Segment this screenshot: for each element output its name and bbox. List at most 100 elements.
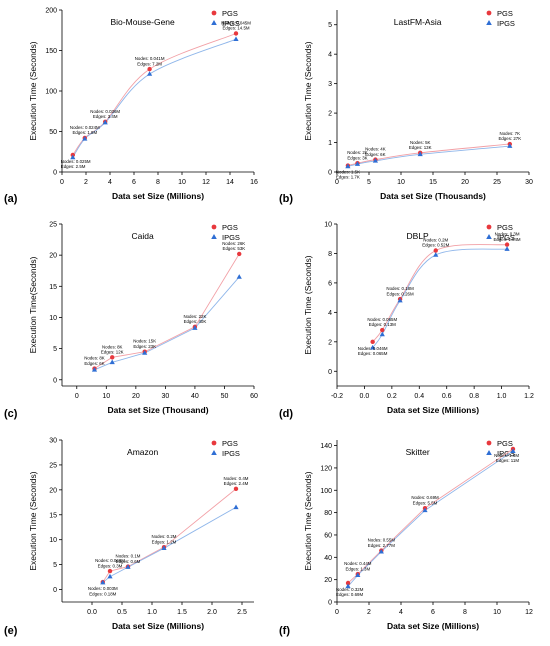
y-axis-label: Execution Time (Seconds) — [303, 471, 313, 570]
data-annotation: Nodes: 0.066M — [95, 558, 125, 563]
legend-marker-triangle — [486, 234, 492, 239]
data-point-pgs — [237, 251, 242, 257]
data-annotation: Nodes: 2K — [347, 150, 368, 155]
x-tick-label: 0.6 — [442, 393, 452, 400]
x-tick-label: 14 — [226, 179, 234, 186]
legend-label: IPGS — [222, 233, 240, 242]
data-annotation: Nodes: 15K — [133, 339, 156, 344]
y-tick-label: 2 — [328, 111, 332, 118]
y-axis-label: Execution Time(Seconds) — [28, 256, 38, 353]
y-tick-label: 15 — [49, 512, 57, 519]
data-point-pgs — [504, 242, 510, 247]
data-point-ipgs — [236, 274, 242, 279]
y-tick-label: 140 — [320, 443, 332, 450]
y-tick-label: 5 — [53, 562, 57, 569]
data-point-ipgs — [161, 545, 167, 550]
y-tick-label: 4 — [328, 52, 332, 59]
data-annotation: Edges: 2.5M — [61, 164, 86, 169]
y-tick-label: 10 — [324, 222, 332, 229]
chart-panel-1: 0 2 4 6 8 10 12 14 16 0 50 100 150 200 Data set Size (… — [28, 8, 258, 202]
legend-marker-circle — [211, 10, 217, 16]
data-annotation: Edges: 13K — [409, 145, 432, 150]
data-annotation: Edges: 1.7K — [336, 175, 360, 180]
y-tick-label: 0 — [328, 170, 332, 177]
data-point-ipgs — [397, 297, 403, 303]
data-point-ipgs — [91, 367, 98, 372]
x-axis-label: Data set Size (Millions) — [387, 621, 479, 631]
data-annotation: Nodes: 26K — [222, 241, 245, 246]
x-tick-label: 2 — [84, 179, 88, 186]
chart-title: Amazon — [127, 447, 158, 457]
panel-letter: (a) — [4, 193, 18, 205]
data-point-ipgs — [510, 448, 516, 453]
y-tick-label: 100 — [45, 89, 57, 96]
data-annotation: Edges: 12K — [101, 350, 124, 355]
x-tick-label: 6 — [431, 609, 435, 616]
series-line-pgs — [347, 448, 514, 584]
x-tick-label: 16 — [250, 179, 258, 186]
x-tick-label: 20 — [132, 393, 140, 400]
x-tick-label: -0.2 — [331, 393, 343, 400]
x-tick-label: 10 — [178, 179, 186, 186]
x-tick-label: 0.8 — [469, 393, 479, 400]
y-tick-label: 40 — [324, 555, 332, 562]
data-point-ipgs — [233, 504, 239, 510]
panel-letter: (b) — [279, 193, 294, 205]
data-annotation: Nodes: 1.6M — [494, 453, 519, 458]
x-tick-label: 12 — [202, 179, 210, 186]
y-tick-label: 3 — [328, 81, 332, 88]
y-tick-label: 120 — [320, 465, 332, 472]
x-tick-label: 0 — [60, 179, 64, 186]
data-annotation: Nodes: 1.5K — [336, 170, 360, 175]
legend-label: PGS — [497, 223, 513, 232]
data-point-ipgs — [370, 344, 376, 350]
data-annotation: Edges: 1.2M — [152, 539, 177, 544]
data-annotation: Nodes: 0.69M — [411, 495, 439, 500]
data-point-ipgs — [507, 143, 513, 148]
data-annotation: Nodes: 0.2M — [423, 238, 448, 243]
x-tick-label: 0.0 — [87, 609, 97, 616]
y-tick-label: 150 — [45, 48, 57, 55]
data-annotation: Edges: 1.8M — [72, 130, 97, 135]
data-annotation: Edges: 0.26M — [387, 291, 414, 296]
data-point-pgs — [370, 339, 375, 345]
y-tick-label: 4 — [328, 310, 332, 317]
y-tick-label: 6 — [328, 280, 332, 287]
data-annotation: Edges: 1.04M — [494, 237, 521, 242]
data-annotation: Edges: 0.69M — [336, 592, 363, 597]
x-tick-label: 20 — [461, 179, 469, 186]
data-annotation: Edges: 3K — [347, 155, 367, 160]
x-tick-label: 0 — [75, 393, 79, 400]
y-tick-label: 20 — [49, 487, 57, 494]
y-tick-label: 25 — [49, 462, 57, 469]
legend-label: PGS — [497, 9, 513, 18]
legend-marker-triangle — [211, 20, 217, 25]
legend-label: PGS — [222, 9, 238, 18]
legend-marker-triangle — [211, 450, 217, 455]
data-point-ipgs — [109, 359, 115, 365]
x-tick-label: 8 — [463, 609, 467, 616]
y-tick-label: 0 — [53, 377, 57, 384]
legend-label: IPGS — [497, 19, 515, 28]
data-point-ipgs — [379, 331, 385, 337]
y-tick-label: 10 — [49, 315, 57, 322]
data-annotation: Nodes: 0.18M — [386, 286, 414, 291]
data-annotation: Edges: 40K — [184, 319, 207, 324]
data-annotation: Edges: 7.2M — [137, 61, 162, 66]
y-tick-label: 100 — [320, 488, 332, 495]
x-tick-label: 30 — [161, 393, 169, 400]
data-annotation: Nodes: 8K — [84, 356, 105, 361]
data-point-pgs — [233, 486, 239, 492]
series-line-ipgs — [347, 450, 514, 587]
data-annotation: Nodes: 0.003M — [88, 586, 118, 591]
data-annotation: Nodes: 0.1M — [116, 554, 141, 559]
y-tick-label: 10 — [49, 537, 57, 544]
x-tick-label: 1.2 — [524, 393, 534, 400]
data-point-ipgs — [345, 583, 351, 589]
x-tick-label: 4 — [108, 179, 112, 186]
y-tick-label: 0 — [53, 170, 57, 177]
data-point-pgs — [147, 66, 152, 72]
legend-label: PGS — [222, 439, 238, 448]
data-annotation: Nodes: 0.44M — [344, 561, 372, 566]
